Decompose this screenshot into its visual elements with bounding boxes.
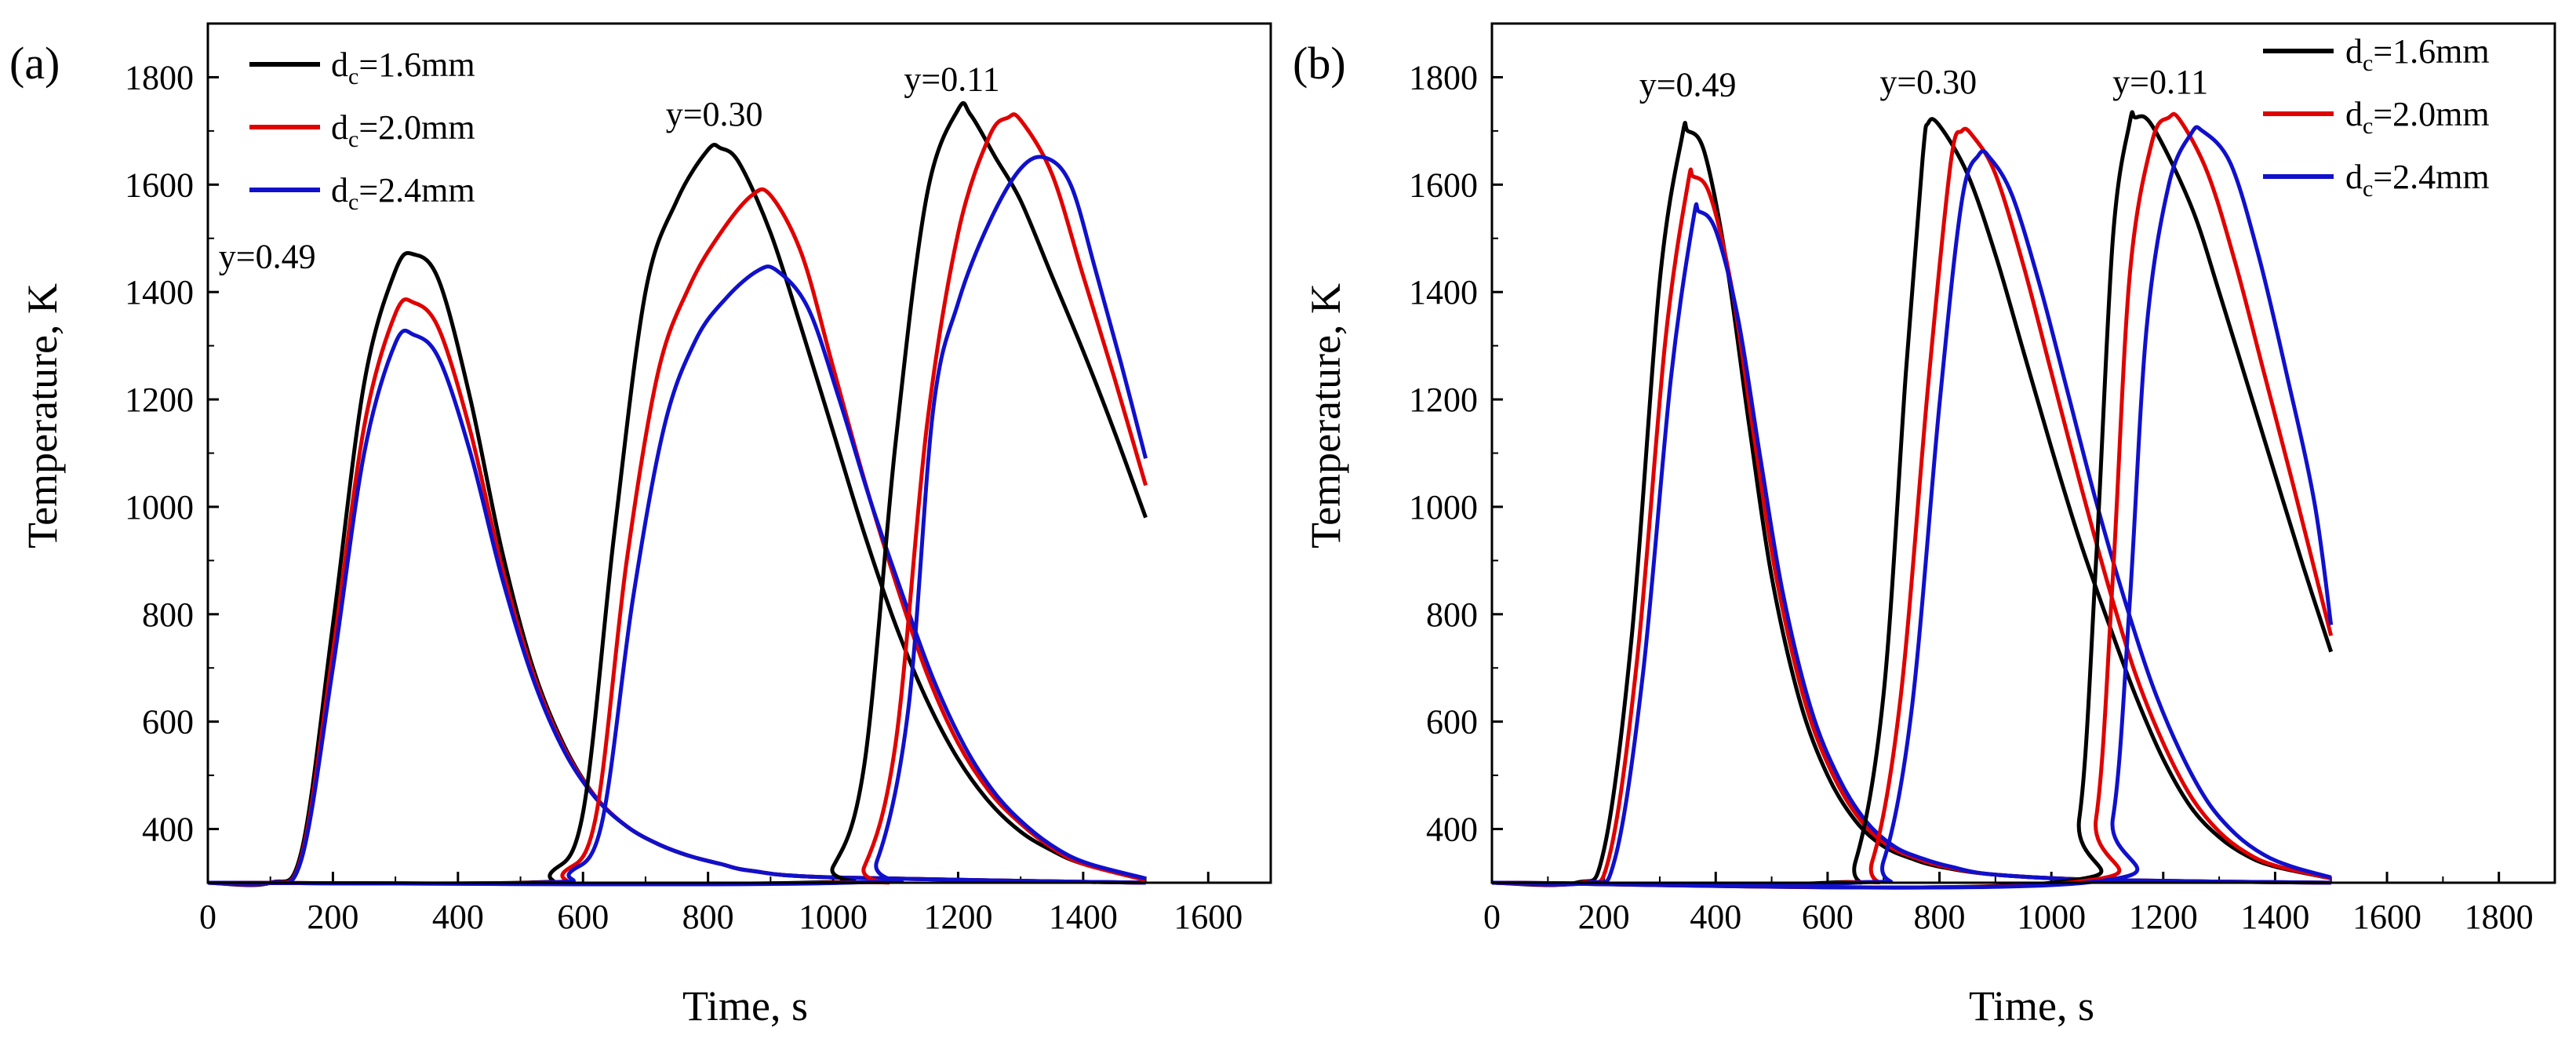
series-line-b-5 [1491, 149, 2332, 887]
x-tick-label-b-3: 600 [1802, 898, 1854, 936]
y-tick-label-a-7: 1800 [125, 58, 194, 97]
y-tick-label-a-1: 600 [142, 703, 194, 741]
y-tick-label-b-0: 400 [1426, 811, 1478, 849]
annotation-b-1: y=0.30 [1879, 63, 1977, 101]
y-tick-label-b-2: 800 [1426, 596, 1478, 634]
series-line-a-3 [207, 143, 1147, 886]
annotations-a: y=0.49 y=0.30 y=0.11 [219, 60, 1000, 276]
y-tick-label-a-4: 1200 [125, 381, 194, 419]
x-tick-label-b-6: 1200 [2129, 898, 2198, 936]
y-tick-label-a-0: 400 [142, 811, 194, 849]
panel-label-a: (a) [9, 38, 60, 89]
y-axis-title-a: Temperature, K [19, 283, 66, 548]
chart-panel-a: (a) Temperature, K Time, s 0 200 400 600 800… [9, 22, 1272, 1029]
annotation-b-0: y=0.49 [1639, 65, 1737, 104]
series-line-a-2 [207, 328, 1146, 887]
plot-frame-a [206, 22, 1272, 884]
panel-label-b: (b) [1293, 38, 1346, 89]
series-line-b-4 [1491, 126, 2332, 887]
x-tick-label-b-5: 1000 [2017, 898, 2086, 936]
chart-panel-b: (b) Temperature, K Time, s 0 200 400 600 800… [1293, 22, 2556, 1029]
series-line-b-7 [1491, 111, 2334, 890]
x-tick-label-a-5: 1000 [799, 898, 868, 936]
x-tick-label-a-1: 200 [307, 898, 358, 936]
x-axis-title-a: Time, s [682, 982, 808, 1029]
series-line-a-5 [207, 264, 1147, 886]
legend-entry-b-1: dc=2.0mm [2345, 95, 2490, 139]
x-tick-label-b-7: 1400 [2240, 898, 2309, 936]
y-tick-label-b-3: 1000 [1409, 488, 1478, 526]
annotations-b: y=0.49 y=0.30 y=0.11 [1639, 63, 2209, 104]
legend-entry-b-0: dc=1.6mm [2345, 32, 2490, 76]
series-line-b-8 [1491, 125, 2334, 890]
plot-frame-b [1490, 22, 2556, 884]
legend-entry-a-2: dc=2.4mm [331, 171, 475, 215]
x-tick-label-b-2: 400 [1690, 898, 1741, 936]
y-tick-label-a-6: 1600 [125, 166, 194, 204]
annotation-a-2: y=0.11 [904, 60, 999, 99]
x-tick-label-a-8: 1600 [1173, 898, 1243, 936]
annotation-a-1: y=0.30 [666, 95, 763, 133]
x-tick-label-b-1: 200 [1578, 898, 1630, 936]
series-line-b-6 [1491, 110, 2334, 890]
x-axis-title-b: Time, s [1969, 982, 2094, 1029]
series-line-a-4 [207, 187, 1147, 886]
x-tick-label-b-4: 800 [1914, 898, 1966, 936]
legend-entry-a-1: dc=2.0mm [331, 108, 475, 152]
y-ticks-a: 400 600 800 1000 1200 1400 1600 1800 [125, 58, 219, 849]
y-tick-label-b-5: 1400 [1409, 273, 1478, 312]
y-tick-label-a-3: 1000 [125, 488, 194, 526]
series-line-b-3 [1491, 117, 2332, 887]
x-ticks-b: 0 200 400 600 800 1000 1200 1400 1600 1800 [1483, 872, 2534, 936]
x-tick-label-a-7: 1400 [1049, 898, 1118, 936]
x-ticks-a: 0 200 400 600 800 1000 1200 1400 1600 [199, 872, 1243, 936]
x-tick-label-b-0: 0 [1483, 898, 1501, 936]
annotation-a-0: y=0.49 [219, 237, 316, 275]
x-tick-label-b-8: 1600 [2352, 898, 2421, 936]
legend-b: dc=1.6mm dc=2.0mm dc=2.4mm [2263, 32, 2490, 202]
y-axis-title-b: Temperature, K [1302, 283, 1349, 548]
legend-a: dc=1.6mm dc=2.0mm dc=2.4mm [249, 46, 475, 215]
y-tick-label-a-5: 1400 [125, 273, 194, 312]
x-tick-label-a-0: 0 [199, 898, 216, 936]
series-line-b-0 [1491, 121, 2331, 887]
annotation-b-2: y=0.11 [2112, 63, 2208, 101]
y-tick-label-b-7: 1800 [1409, 58, 1478, 97]
x-tick-label-a-6: 1200 [923, 898, 992, 936]
legend-entry-b-2: dc=2.4mm [2345, 158, 2490, 202]
y-tick-label-b-1: 600 [1426, 703, 1478, 741]
y-ticks-b: 400 600 800 1000 1200 1400 1600 1800 [1409, 58, 1503, 849]
x-tick-label-b-9: 1800 [2465, 898, 2534, 936]
y-tick-label-b-4: 1200 [1409, 381, 1478, 419]
legend-entry-a-0: dc=1.6mm [331, 46, 475, 89]
y-tick-label-a-2: 800 [142, 596, 194, 634]
series-lines-a [207, 100, 1148, 887]
series-line-b-2 [1491, 202, 2331, 887]
x-tick-label-a-2: 400 [432, 898, 484, 936]
x-tick-label-a-4: 800 [682, 898, 734, 936]
series-lines-b [1491, 110, 2334, 890]
x-tick-label-a-3: 600 [557, 898, 609, 936]
y-tick-label-b-6: 1600 [1409, 166, 1478, 204]
